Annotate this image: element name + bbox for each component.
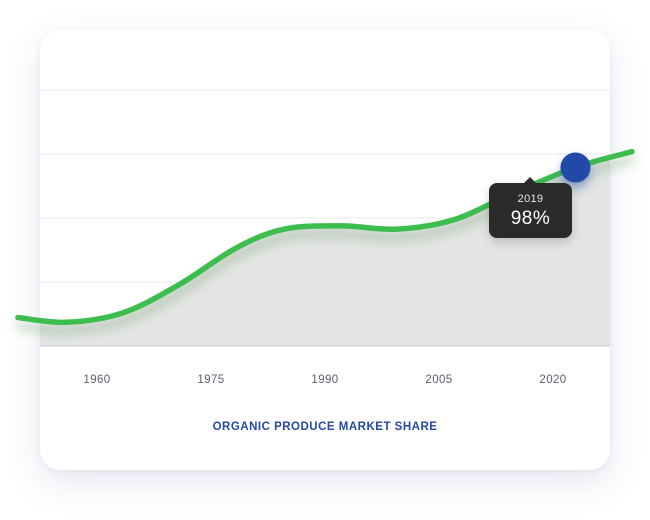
x-tick-label: 2005 [425, 374, 452, 386]
x-tick-label: 2020 [539, 374, 566, 386]
tooltip-year: 2019 [517, 193, 544, 205]
x-tick-label: 1975 [197, 374, 224, 386]
marker-layer [560, 152, 591, 183]
chart-title: ORGANIC PRODUCE MARKET SHARE [212, 421, 438, 433]
x-tick-label: 1990 [311, 374, 338, 386]
x-tick-label: 1960 [83, 374, 110, 386]
area-layer [40, 157, 610, 346]
highlight-point[interactable] [560, 152, 591, 183]
tooltip-value: 98% [510, 208, 551, 229]
area-fill [40, 157, 610, 346]
x-axis-ticks: 1960 1975 1990 2005 2020 [83, 374, 566, 386]
value-tooltip: 2019 98% [489, 177, 572, 238]
